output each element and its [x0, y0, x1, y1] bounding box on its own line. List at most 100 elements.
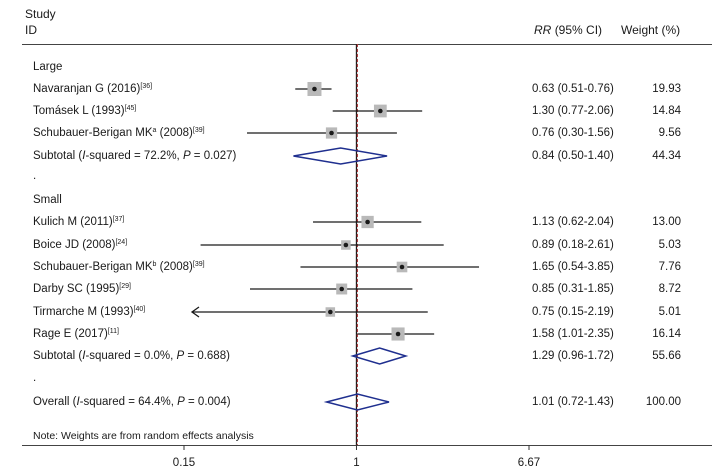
- study-reference: [45]: [124, 105, 137, 112]
- study-name: Kulich M (2011): [33, 216, 113, 228]
- study-label: Boice JD (2008)[24]: [33, 238, 127, 252]
- stat-value: -squared = 72.2%,: [85, 150, 183, 162]
- bottom-rule: [22, 445, 712, 446]
- weight-value: 16.14: [652, 328, 681, 340]
- study-label: Tirmarche M (1993)[40]: [33, 305, 145, 319]
- study-label: Tomásek L (1993)[45]: [33, 104, 136, 118]
- weight-value: 100.00: [645, 396, 681, 408]
- weight-header: Weight (%): [621, 23, 681, 37]
- weight-value: 8.72: [658, 283, 681, 295]
- stat-prefix: Subtotal (: [33, 150, 83, 162]
- p-symbol: P: [176, 350, 185, 362]
- study-label: Darby SC (1995)[29]: [33, 282, 131, 296]
- p-symbol: P: [182, 150, 191, 162]
- study-mark: b: [152, 261, 157, 268]
- study-label: Schubauer-Berigan MKb (2008)[39]: [33, 260, 205, 274]
- ci-arrow: [190, 306, 200, 318]
- study-name: Darby SC (1995): [33, 283, 120, 295]
- group-label: Large: [33, 61, 63, 73]
- point-estimate: [329, 130, 334, 136]
- study-year: (2008): [156, 127, 193, 139]
- study-reference: [37]: [112, 216, 125, 223]
- id-header: ID: [25, 23, 37, 37]
- study-reference: [40]: [133, 306, 146, 313]
- separator-dot: .: [33, 170, 37, 182]
- stat-value: -squared = 64.4%,: [79, 396, 178, 408]
- p-symbol: P: [177, 396, 185, 408]
- rr-ci-value: 0.75 (0.15-2.19): [532, 306, 614, 318]
- group-label: Small: [33, 194, 62, 206]
- study-label: Rage E (2017)[11]: [33, 327, 119, 341]
- study-name: Boice JD (2008): [33, 239, 116, 251]
- study-name: Navaranjan G (2016): [33, 83, 141, 95]
- point-estimate: [395, 331, 401, 337]
- study-reference: [29]: [119, 283, 131, 290]
- weight-value: 9.56: [658, 127, 681, 139]
- study-reference: [39]: [192, 127, 205, 134]
- rr-ci-value: 1.30 (0.77-2.06): [532, 105, 614, 117]
- weight-value: 13.00: [652, 216, 681, 228]
- rr-ci-value: 0.89 (0.18-2.61): [532, 239, 614, 251]
- weight-value: 55.66: [652, 350, 681, 362]
- rr-ci-value: 1.65 (0.54-3.85): [532, 261, 614, 273]
- stat-prefix: Subtotal (: [33, 350, 83, 362]
- study-reference: [39]: [192, 261, 205, 268]
- top-rule: [22, 44, 712, 45]
- separator-dot: .: [33, 372, 37, 384]
- rr-ci-value: 0.63 (0.51-0.76): [532, 83, 614, 95]
- rr-ci-value: 1.58 (1.01-2.35): [532, 328, 614, 340]
- rr-ci-value: 1.29 (0.96-1.72): [532, 350, 614, 362]
- weight-value: 44.34: [652, 150, 681, 162]
- study-name: Rage E (2017): [33, 328, 108, 340]
- point-estimate: [339, 286, 345, 292]
- weight-value: 5.01: [658, 306, 681, 318]
- rr-ci-value: 0.85 (0.31-1.85): [532, 283, 614, 295]
- rr-header: RR (95% CI): [534, 23, 602, 37]
- study-name: Schubauer-Berigan MK: [33, 261, 153, 273]
- weight-value: 5.03: [658, 239, 681, 251]
- study-label: Kulich M (2011)[37]: [33, 215, 124, 229]
- point-estimate: [312, 86, 317, 92]
- x-tick-label: 0.15: [172, 457, 196, 469]
- stat-value: -squared = 0.0%,: [85, 350, 177, 362]
- x-tick-label: 6.67: [517, 457, 541, 469]
- weight-value: 7.76: [658, 261, 681, 273]
- point-estimate: [378, 108, 383, 114]
- rr-header-rr: RR: [534, 23, 552, 37]
- point-estimate: [365, 219, 370, 225]
- study-label: Navaranjan G (2016)[36]: [33, 82, 152, 96]
- subtotal-label: Subtotal (I-squared = 0.0%, P = 0.688): [33, 349, 230, 363]
- study-reference: [24]: [115, 239, 128, 246]
- stat-prefix: Overall (: [33, 396, 77, 408]
- rr-ci-value: 1.13 (0.62-2.04): [532, 216, 614, 228]
- p-value: = 0.027): [190, 150, 237, 162]
- stat-symbol: I: [76, 396, 80, 408]
- weight-value: 19.93: [652, 83, 681, 95]
- rr-ci-value: 0.76 (0.30-1.56): [532, 127, 614, 139]
- rr-ci-value: 1.01 (0.72-1.43): [532, 396, 614, 408]
- overall-label: Overall (I-squared = 64.4%, P = 0.004): [33, 395, 231, 409]
- study-label: Schubauer-Berigan MKa (2008)[39]: [33, 126, 205, 140]
- study-reference: [36]: [140, 83, 153, 90]
- subtotal-diamond: [350, 347, 409, 365]
- weight-value: 14.84: [652, 105, 681, 117]
- p-value: = 0.004): [184, 396, 231, 408]
- subtotal-diamond: [293, 147, 388, 165]
- rr-header-ci: (95% CI): [554, 23, 603, 37]
- point-estimate: [399, 264, 405, 270]
- x-tick-label: 1: [353, 457, 360, 469]
- stat-symbol: I: [82, 150, 86, 162]
- point-estimate: [328, 309, 333, 315]
- study-name: Tirmarche M (1993): [33, 306, 134, 318]
- study-name: Tomásek L (1993): [33, 105, 125, 117]
- stat-symbol: I: [82, 350, 86, 362]
- study-header: Study: [25, 7, 56, 21]
- p-value: = 0.688): [184, 350, 230, 362]
- footnote: Note: Weights are from random effects an…: [33, 430, 254, 442]
- study-mark: a: [152, 127, 157, 134]
- study-name: Schubauer-Berigan MK: [33, 127, 153, 139]
- study-reference: [11]: [107, 328, 119, 335]
- study-year: (2008): [156, 261, 193, 273]
- overall-diamond: [323, 393, 390, 411]
- subtotal-label: Subtotal (I-squared = 72.2%, P = 0.027): [33, 149, 236, 163]
